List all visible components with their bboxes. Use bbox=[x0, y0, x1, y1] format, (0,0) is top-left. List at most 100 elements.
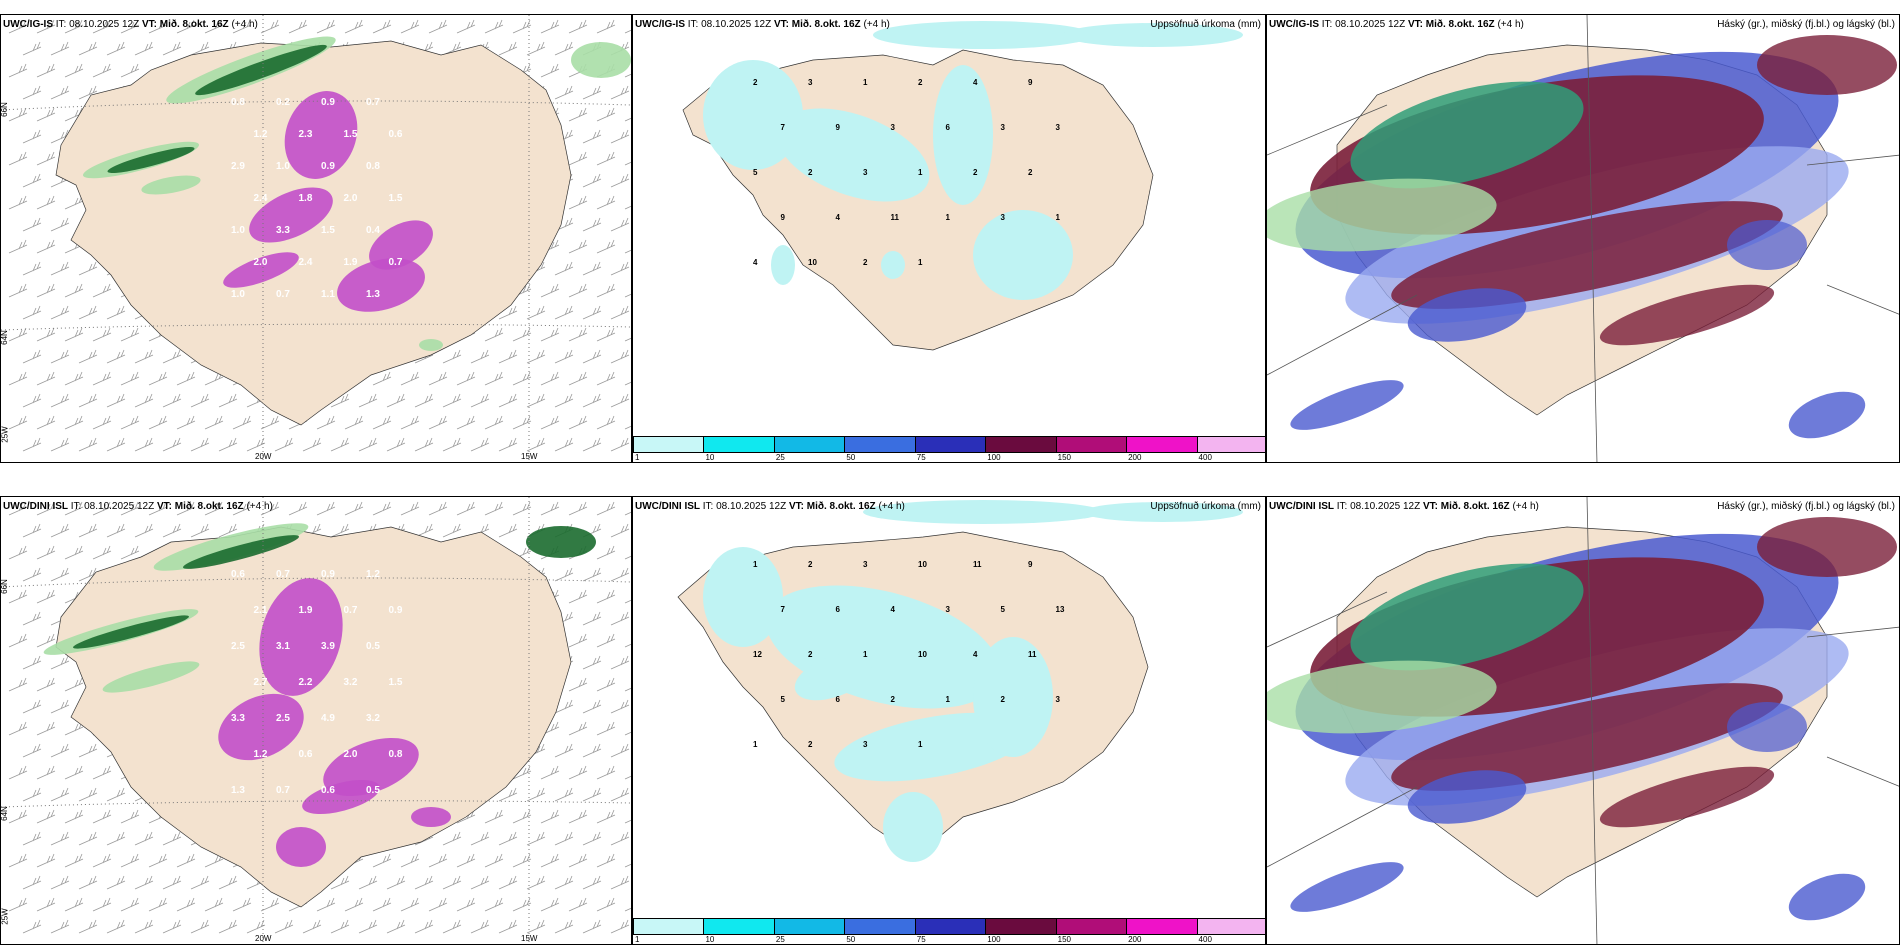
colorbar-swatch bbox=[985, 436, 1057, 453]
value-label: 1.5 bbox=[344, 129, 358, 140]
wind-barb bbox=[120, 327, 140, 342]
value-label: 2 bbox=[863, 258, 868, 267]
wind-barb bbox=[50, 831, 70, 846]
wind-barb bbox=[134, 831, 154, 846]
wind-barb bbox=[372, 897, 392, 912]
wind-barb bbox=[64, 63, 84, 78]
wind-barb bbox=[456, 19, 476, 34]
colorbar-swatch bbox=[773, 918, 846, 935]
value-label: 2.3 bbox=[299, 129, 313, 140]
wind-barb bbox=[610, 437, 630, 452]
wind-barb bbox=[36, 501, 56, 516]
wind-barb bbox=[36, 327, 56, 342]
precip-area bbox=[337, 258, 425, 312]
wind-barb bbox=[470, 349, 490, 364]
value-label: 3.9 bbox=[321, 641, 335, 652]
wind-barb bbox=[50, 261, 70, 276]
precip-colorbar: 1 10 25 50 75 100 150 200 400 bbox=[633, 918, 1265, 944]
value-label: 1.3 bbox=[366, 289, 380, 300]
wind-barb bbox=[512, 19, 532, 34]
value-label: 5 bbox=[781, 695, 786, 704]
precip-area bbox=[419, 339, 443, 351]
wind-barb bbox=[582, 787, 602, 802]
colorbar-tick-label: 200 bbox=[1128, 453, 1142, 462]
value-label: 0.6 bbox=[231, 569, 245, 580]
value-label: 4 bbox=[836, 213, 841, 222]
wind-barb bbox=[78, 831, 98, 846]
wind-barb bbox=[624, 599, 631, 604]
wind-barb bbox=[302, 437, 322, 452]
wind-barb bbox=[204, 897, 224, 912]
wind-barb bbox=[92, 853, 112, 868]
value-label: 2 bbox=[808, 650, 813, 659]
wind-barb bbox=[162, 523, 182, 538]
wind-barb bbox=[526, 393, 546, 408]
wind-barb bbox=[148, 853, 168, 868]
map-top-middle: 2 3 1 2 4 97 9 3 6 3 35 2 3 1 2 29 4 11 1 3 14 10 2 1 bbox=[682, 21, 1243, 351]
wind-barb bbox=[596, 721, 616, 736]
wind-barb bbox=[568, 809, 588, 824]
wind-barb bbox=[50, 567, 70, 582]
wind-barb bbox=[50, 787, 70, 802]
wind-barb bbox=[568, 327, 588, 342]
wind-barb bbox=[78, 523, 98, 538]
wind-barb bbox=[22, 393, 42, 408]
wind-barb bbox=[624, 687, 631, 692]
wind-barb bbox=[624, 337, 631, 342]
wind-barb bbox=[554, 305, 574, 320]
wind-barb bbox=[610, 787, 630, 802]
wind-barb bbox=[8, 545, 28, 560]
wind-barb bbox=[596, 151, 616, 166]
value-label: 1.9 bbox=[344, 257, 358, 268]
colorbar-tick-label: 100 bbox=[987, 453, 1001, 462]
value-label: 1.0 bbox=[276, 161, 290, 172]
colorbar-swatch bbox=[633, 436, 705, 453]
wind-barb bbox=[428, 19, 448, 34]
value-label: 1.2 bbox=[366, 569, 380, 580]
wind-barb bbox=[484, 897, 504, 912]
wind-barb bbox=[232, 501, 252, 516]
wind-barb bbox=[582, 567, 602, 582]
wind-barb bbox=[428, 853, 448, 868]
colorbar-swatch bbox=[985, 918, 1057, 935]
value-label: 3 bbox=[1056, 695, 1061, 704]
wind-barb bbox=[176, 19, 196, 34]
wind-barb bbox=[596, 327, 616, 342]
panel-title: UWC/DINI ISL IT: 08.10.2025 12Z VT: Mið.… bbox=[1269, 501, 1539, 512]
wind-barb bbox=[568, 371, 588, 386]
precip-area bbox=[933, 65, 993, 205]
value-label: 1.8 bbox=[299, 193, 313, 204]
wind-barb bbox=[218, 393, 238, 408]
wind-barb bbox=[50, 41, 70, 56]
value-label: 7 bbox=[781, 605, 786, 614]
wind-barb bbox=[568, 415, 588, 430]
value-label: 3.1 bbox=[276, 641, 290, 652]
wind-barb bbox=[78, 919, 98, 934]
field-label: Uppsöfnuð úrkoma (mm) bbox=[1150, 19, 1261, 30]
wind-barb bbox=[582, 743, 602, 758]
wind-barb bbox=[8, 853, 28, 868]
wind-barb bbox=[582, 875, 602, 890]
wind-barb bbox=[512, 327, 532, 342]
wind-barb bbox=[554, 567, 574, 582]
wind-barb bbox=[50, 699, 70, 714]
cloud-area bbox=[1391, 683, 1783, 791]
wind-barb bbox=[484, 809, 504, 824]
value-label: 3 bbox=[1001, 213, 1006, 222]
wind-barb bbox=[106, 393, 126, 408]
wind-barb bbox=[92, 283, 112, 298]
wind-barb bbox=[386, 437, 406, 452]
precip-colorbar: 1 10 25 50 75 100 150 200 400 bbox=[633, 436, 1265, 462]
lat-label-64n: 64N bbox=[0, 806, 9, 821]
precip-area bbox=[863, 500, 1103, 524]
precip-area bbox=[526, 526, 596, 558]
wind-barb bbox=[498, 919, 518, 934]
value-label: 0.7 bbox=[366, 97, 380, 108]
wind-barb bbox=[400, 19, 420, 34]
value-label: 0.9 bbox=[321, 97, 335, 108]
wind-barb bbox=[568, 897, 588, 912]
wind-barb bbox=[8, 63, 28, 78]
colorbar-tick-label: 10 bbox=[705, 935, 715, 944]
wind-barb bbox=[64, 19, 84, 34]
wind-barb bbox=[64, 371, 84, 386]
